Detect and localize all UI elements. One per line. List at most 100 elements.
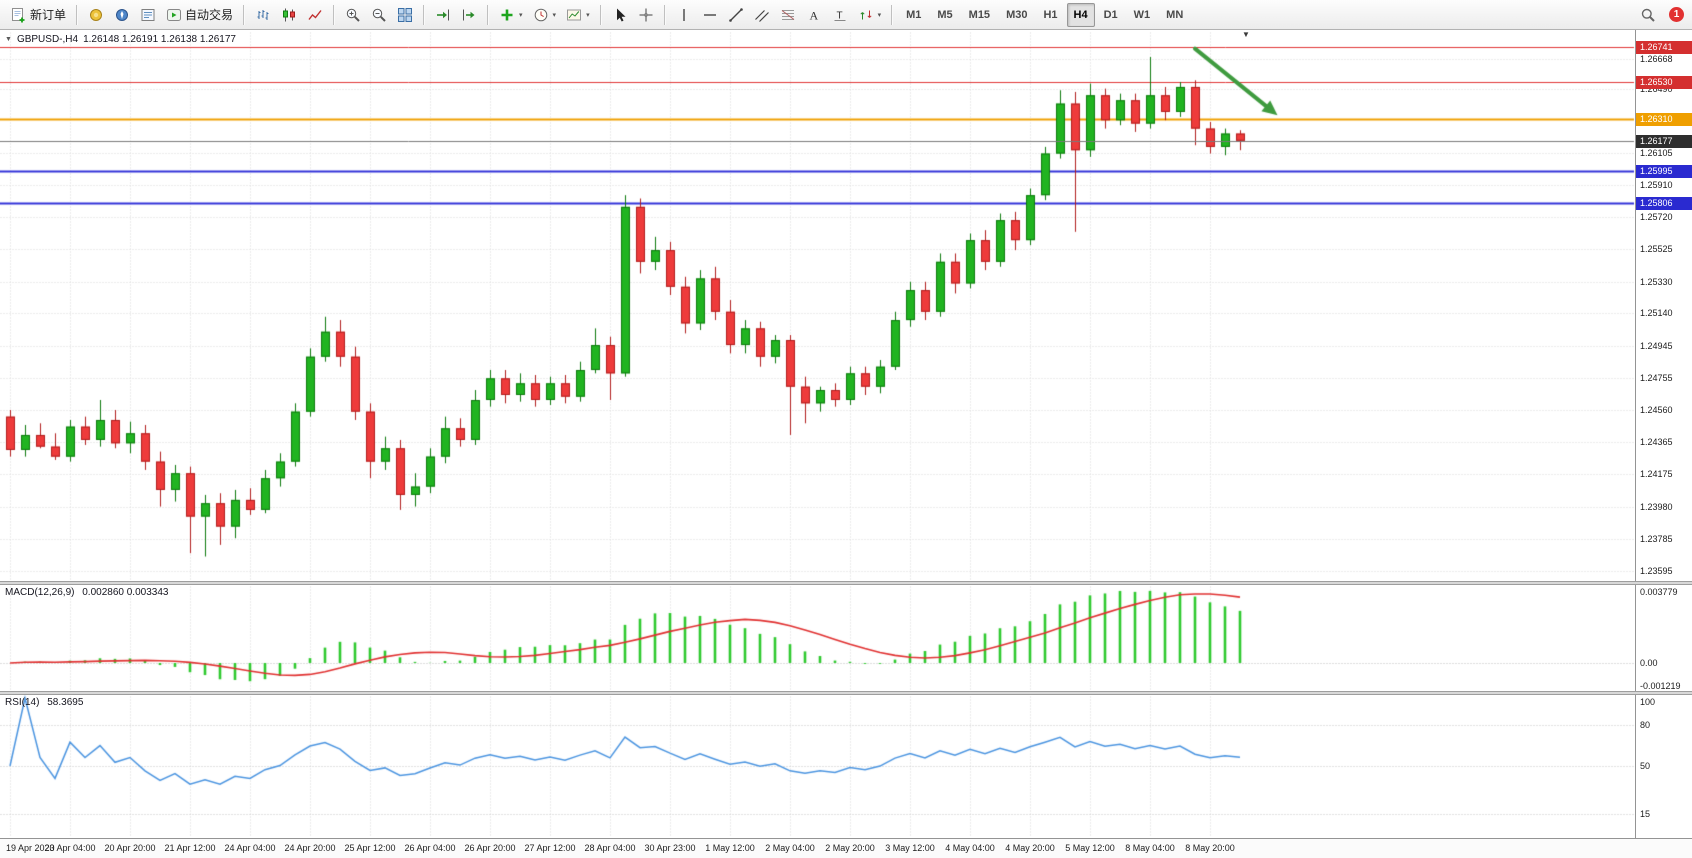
time-axis-label: 2 May 04:00 — [765, 843, 815, 853]
pane-divider-macd-rsi[interactable] — [0, 691, 1692, 695]
rsi-label: RSI(14) 58.3695 — [5, 697, 83, 708]
new-order-label: 新订单 — [30, 8, 67, 22]
fibonacci-button[interactable] — [776, 3, 800, 27]
macd-label: MACD(12,26,9) 0.002860 0.003343 — [5, 587, 168, 598]
price-tick-label: 1.25525 — [1640, 244, 1673, 254]
bar-chart-mode-button[interactable] — [251, 3, 275, 27]
algo-trading-label: 自动交易 — [185, 8, 234, 22]
clock-icon — [533, 7, 549, 23]
navigator-icon — [114, 7, 130, 23]
price-label-chip: 1.26741 — [1636, 41, 1692, 54]
bar-chart-icon — [255, 7, 271, 23]
trendline-button[interactable] — [724, 3, 748, 27]
one-click-trading-toggle-icon[interactable]: ▼ — [5, 36, 12, 43]
periods-button[interactable]: ▾ — [529, 3, 561, 27]
data-window-icon — [140, 7, 156, 23]
svg-text:T: T — [836, 10, 842, 21]
time-axis-label: 8 May 04:00 — [1125, 843, 1175, 853]
price-tick-label: 1.26105 — [1640, 148, 1673, 158]
vertical-line-button[interactable] — [672, 3, 696, 27]
horizontal-line-button[interactable] — [698, 3, 722, 27]
data-window-button[interactable] — [136, 3, 160, 27]
time-scale[interactable]: 19 Apr 2023 20 Apr 04:00 20 Apr 20:00 21 Ap… — [0, 838, 1692, 858]
time-axis-label: 5 May 12:00 — [1065, 843, 1115, 853]
chart-shift-button[interactable] — [457, 3, 481, 27]
tf-h1-label: H1 — [1043, 8, 1058, 21]
tf-m1-button[interactable]: M1 — [899, 3, 928, 27]
market-watch-icon — [88, 7, 104, 23]
tf-m15-button[interactable]: M15 — [962, 3, 997, 27]
line-chart-mode-button[interactable] — [303, 3, 327, 27]
label-icon: T — [832, 7, 848, 23]
time-axis-label: 28 Apr 04:00 — [584, 843, 636, 853]
toolbar-separator — [333, 4, 336, 25]
arrows-button[interactable]: ▾ — [854, 3, 886, 27]
notification-badge[interactable]: 1 — [1669, 7, 1684, 22]
text-button[interactable]: A — [802, 3, 826, 27]
chart-workspace: ▼ GBPUSD-,H4 1.26148 1.26191 1.26138 1.2… — [0, 30, 1692, 858]
toolbar-separator — [599, 4, 602, 25]
tf-m5-button[interactable]: M5 — [930, 3, 959, 27]
time-axis-label: 27 Apr 12:00 — [524, 843, 576, 853]
tf-h1-button[interactable]: H1 — [1036, 3, 1064, 27]
rsi-scale-label: 15 — [1640, 809, 1651, 819]
pane-divider-main-macd[interactable] — [0, 581, 1692, 585]
arrows-icon — [858, 7, 874, 23]
price-scale[interactable]: 1.26668 1.26490 1.26105 1.25910 1.25720 1.255… — [1635, 30, 1692, 858]
zoom-in-button[interactable] — [341, 3, 365, 27]
label-button[interactable]: T — [828, 3, 852, 27]
tf-h4-button[interactable]: H4 — [1066, 2, 1095, 27]
chart-shift-icon — [461, 7, 477, 23]
channel-button[interactable] — [750, 3, 774, 27]
tf-m30-button[interactable]: M30 — [999, 3, 1034, 27]
price-chart-canvas[interactable] — [0, 30, 1692, 858]
crosshair-button[interactable] — [634, 3, 658, 27]
trendline-icon — [728, 7, 744, 23]
tf-h4-label: H4 — [1073, 8, 1088, 21]
rsi-scale-label: 80 — [1640, 720, 1651, 730]
auto-scroll-button[interactable] — [431, 3, 455, 27]
time-axis-label: 3 May 12:00 — [885, 843, 935, 853]
rsi-scale-label: 50 — [1640, 761, 1651, 771]
zoom-out-button[interactable] — [367, 3, 391, 27]
main-toolbar: 新订单 自动交易 ▾ ▾ ▾ A T ▾ M1 M5 M15 M30 H1 H4 D1 W1 MN 1 — [0, 0, 1692, 30]
algo-trading-button[interactable]: 自动交易 — [162, 3, 237, 27]
templates-icon — [566, 7, 582, 23]
tf-m30-label: M30 — [1006, 8, 1028, 21]
cursor-icon — [612, 7, 628, 23]
symbol-period-label: GBPUSD-,H4 — [16, 34, 79, 45]
price-tick-label: 1.23595 — [1640, 566, 1673, 576]
tf-mn-button[interactable]: MN — [1159, 3, 1190, 27]
chart-title: ▼ GBPUSD-,H4 1.26148 1.26191 1.26138 1.2… — [5, 34, 236, 45]
price-label-chip: 1.26310 — [1636, 113, 1692, 126]
toolbar-separator — [891, 4, 894, 25]
cursor-button[interactable] — [608, 3, 632, 27]
price-tick-label: 1.25330 — [1640, 277, 1673, 287]
new-order-icon — [11, 7, 27, 23]
macd-values: 0.002860 0.003343 — [82, 587, 169, 598]
search-button[interactable] — [1636, 3, 1660, 27]
macd-scale-label: -0.001219 — [1640, 681, 1681, 691]
tf-d1-button[interactable]: D1 — [1097, 3, 1125, 27]
market-watch-button[interactable] — [84, 3, 108, 27]
price-tick-label: 1.25910 — [1640, 180, 1673, 190]
templates-button[interactable]: ▾ — [562, 3, 594, 27]
new-order-button[interactable]: 新订单 — [7, 3, 70, 27]
macd-name: MACD(12,26,9) — [5, 587, 75, 598]
navigator-button[interactable] — [110, 3, 134, 27]
rsi-value: 58.3695 — [47, 697, 84, 708]
tf-m5-label: M5 — [937, 8, 953, 21]
time-axis-label: 4 May 20:00 — [1005, 843, 1055, 853]
tf-w1-button[interactable]: W1 — [1127, 3, 1158, 27]
price-tick-label: 1.25720 — [1640, 212, 1673, 222]
rsi-scale-label: 100 — [1640, 697, 1656, 707]
price-tick-label: 1.24175 — [1640, 469, 1673, 479]
indicators-button[interactable]: ▾ — [495, 3, 527, 27]
rsi-name: RSI(14) — [5, 697, 40, 708]
time-axis-label: 4 May 04:00 — [945, 843, 995, 853]
crosshair-icon — [638, 7, 654, 23]
tile-windows-button[interactable] — [393, 3, 417, 27]
candlestick-mode-button[interactable] — [277, 3, 301, 27]
price-tick-label: 1.23980 — [1640, 502, 1673, 512]
zoom-out-icon — [371, 7, 387, 23]
